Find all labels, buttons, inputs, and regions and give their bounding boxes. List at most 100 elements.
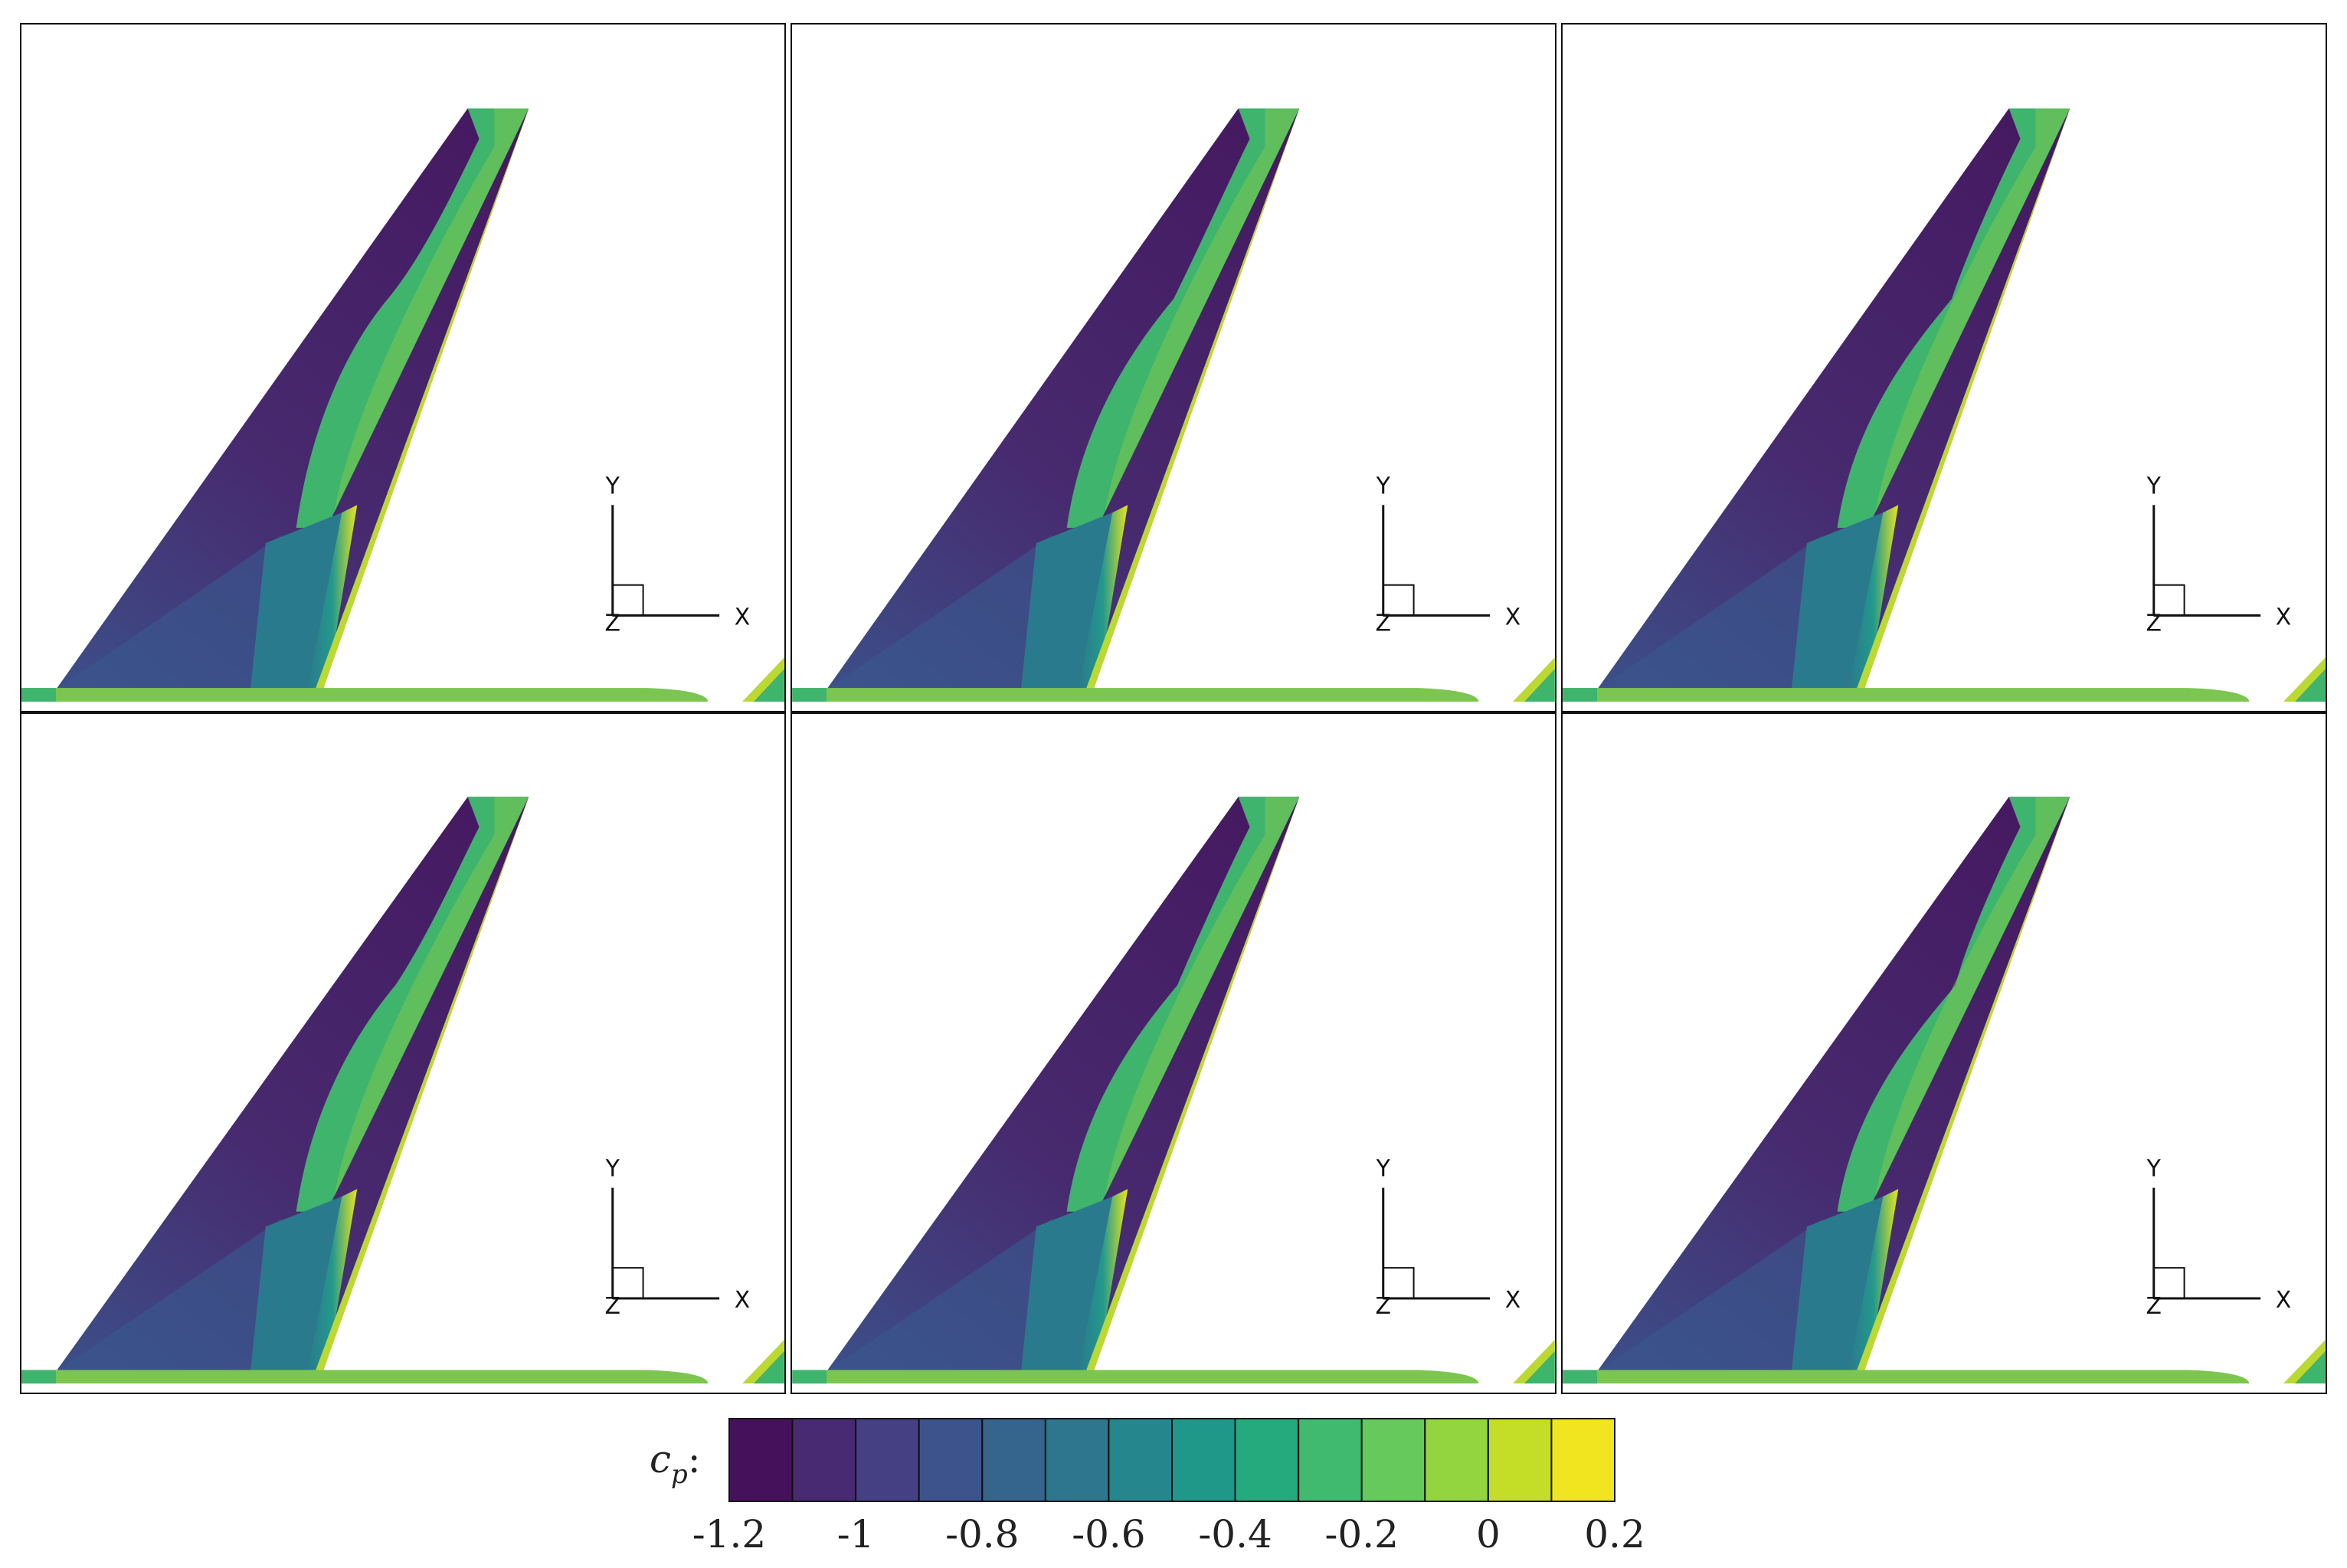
colorbar-cell — [1044, 1418, 1110, 1502]
contour-panel-5: Y X Z — [791, 712, 1556, 1394]
z-axis-box — [1382, 584, 1415, 617]
trailing-edge-band — [307, 505, 358, 690]
wing-surface — [827, 108, 1300, 690]
z-axis-label: Z — [1376, 1293, 1391, 1320]
wing-surface — [1597, 108, 2070, 690]
upper-pressure-highlight — [334, 797, 529, 1197]
z-axis-label: Z — [605, 1293, 620, 1320]
fuselage-strip-root — [1563, 688, 1598, 702]
corner-sliver-inner — [1524, 669, 1555, 702]
trailing-edge-band — [1078, 1189, 1128, 1372]
colorbar-tick-label: -0.2 — [1325, 1512, 1399, 1557]
axis-triad: Y X Z — [605, 1156, 751, 1320]
corner-sliver-inner — [753, 669, 784, 702]
fuselage-strip — [21, 1370, 709, 1384]
y-axis-label: Y — [605, 473, 620, 499]
root-leading-region — [56, 1219, 296, 1372]
colorbar-title: cp: — [650, 1437, 701, 1490]
fuselage-strip-root — [1563, 1370, 1598, 1384]
root-leading-region — [827, 1219, 1067, 1372]
y-axis-label: Y — [1376, 473, 1391, 499]
x-axis-label: X — [2276, 604, 2291, 631]
contour-plot-1: Y X Z — [21, 108, 784, 702]
root-leading-region — [1597, 1219, 1838, 1372]
contour-plot-5: Y X Z — [792, 797, 1555, 1384]
axis-triad: Y X Z — [1376, 473, 1521, 637]
z-axis-label: Z — [1376, 610, 1391, 637]
wing-surface — [1597, 797, 2070, 1372]
wing-surface — [56, 797, 529, 1372]
colorbar-tick-label: -0.4 — [1198, 1512, 1272, 1557]
z-axis-box — [2152, 1267, 2185, 1299]
colorbar-tick-label: -0.6 — [1072, 1512, 1145, 1557]
x-axis-label: X — [1505, 1287, 1520, 1314]
trailing-edge-band — [1848, 1189, 1899, 1372]
fuselage-strip — [1563, 688, 2250, 702]
fuselage-strip-root — [21, 688, 57, 702]
trailing-edge-band — [1078, 505, 1128, 690]
upper-pressure-highlight — [334, 108, 529, 513]
x-axis-label: X — [735, 604, 750, 631]
colorbar-cell — [918, 1418, 984, 1502]
y-axis-label: Y — [2146, 1156, 2162, 1183]
z-axis-box — [611, 584, 644, 617]
colorbar-cell — [791, 1418, 857, 1502]
colorbar-cells — [728, 1418, 1616, 1502]
contour-plot-3: Y X Z — [1563, 108, 2326, 702]
fuselage-strip-root — [21, 1370, 57, 1384]
x-axis-label: X — [735, 1287, 750, 1314]
colorbar-cell — [1360, 1418, 1426, 1502]
axis-triad: Y X Z — [1376, 1156, 1521, 1320]
contour-plot-2: Y X Z — [792, 108, 1555, 702]
colorbar-tick-label: 0 — [1476, 1512, 1501, 1557]
contour-plot-4: Y X Z — [21, 797, 784, 1384]
y-axis-label: Y — [605, 1156, 620, 1183]
contour-panel-6: Y X Z — [1561, 712, 2327, 1394]
y-axis-label: Y — [2146, 473, 2162, 499]
corner-sliver-inner — [1524, 1350, 1555, 1384]
root-leading-region — [827, 535, 1067, 690]
corner-sliver-inner — [2294, 1350, 2326, 1384]
colorbar-cell — [1487, 1418, 1553, 1502]
fuselage-strip-root — [792, 688, 827, 702]
contour-plot-6: Y X Z — [1563, 797, 2326, 1384]
y-axis-label: Y — [1376, 1156, 1391, 1183]
fuselage-strip — [21, 688, 709, 702]
colorbar-tick-label: -1 — [837, 1512, 875, 1557]
axis-triad: Y X Z — [2146, 1156, 2292, 1320]
colorbar-cell — [728, 1418, 794, 1502]
colorbar-cell — [1424, 1418, 1489, 1502]
colorbar-cell — [1171, 1418, 1236, 1502]
trailing-edge-band — [307, 1189, 358, 1372]
fuselage-strip — [792, 688, 1479, 702]
axis-triad: Y X Z — [605, 473, 751, 637]
colorbar-cell — [1550, 1418, 1616, 1502]
z-axis-box — [611, 1267, 644, 1299]
corner-sliver-inner — [2294, 669, 2326, 702]
contour-panel-4: Y X Z — [20, 712, 786, 1394]
z-axis-label: Z — [2146, 1293, 2162, 1320]
trailing-edge-band — [1848, 505, 1899, 690]
colorbar-cell — [1234, 1418, 1300, 1502]
colorbar-cell — [981, 1418, 1046, 1502]
z-axis-label: Z — [605, 610, 620, 637]
root-leading-region — [56, 535, 296, 690]
contour-panel-2: Y X Z — [791, 23, 1556, 712]
x-axis-label: X — [1505, 604, 1520, 631]
contour-panel-1: Y X Z — [20, 23, 786, 712]
colorbar-tick-labels: -1.2 -1 -0.8 -0.6 -0.4 -0.2 0 0.2 — [692, 1512, 1645, 1557]
fuselage-strip — [1563, 1370, 2250, 1384]
z-axis-label: Z — [2146, 610, 2162, 637]
colorbar-cell — [1298, 1418, 1363, 1502]
fuselage-strip — [792, 1370, 1479, 1384]
colorbar-tick-label: -0.8 — [945, 1512, 1019, 1557]
axis-triad: Y X Z — [2146, 473, 2292, 637]
colorbar-tick-label: -1.2 — [692, 1512, 766, 1557]
colorbar-cell — [855, 1418, 920, 1502]
x-axis-label: X — [2276, 1287, 2291, 1314]
colorbar-tick-label: 0.2 — [1584, 1512, 1645, 1557]
z-axis-box — [1382, 1267, 1415, 1299]
root-leading-region — [1597, 535, 1838, 690]
wing-surface — [56, 108, 529, 690]
contour-panel-3: Y X Z — [1561, 23, 2327, 712]
